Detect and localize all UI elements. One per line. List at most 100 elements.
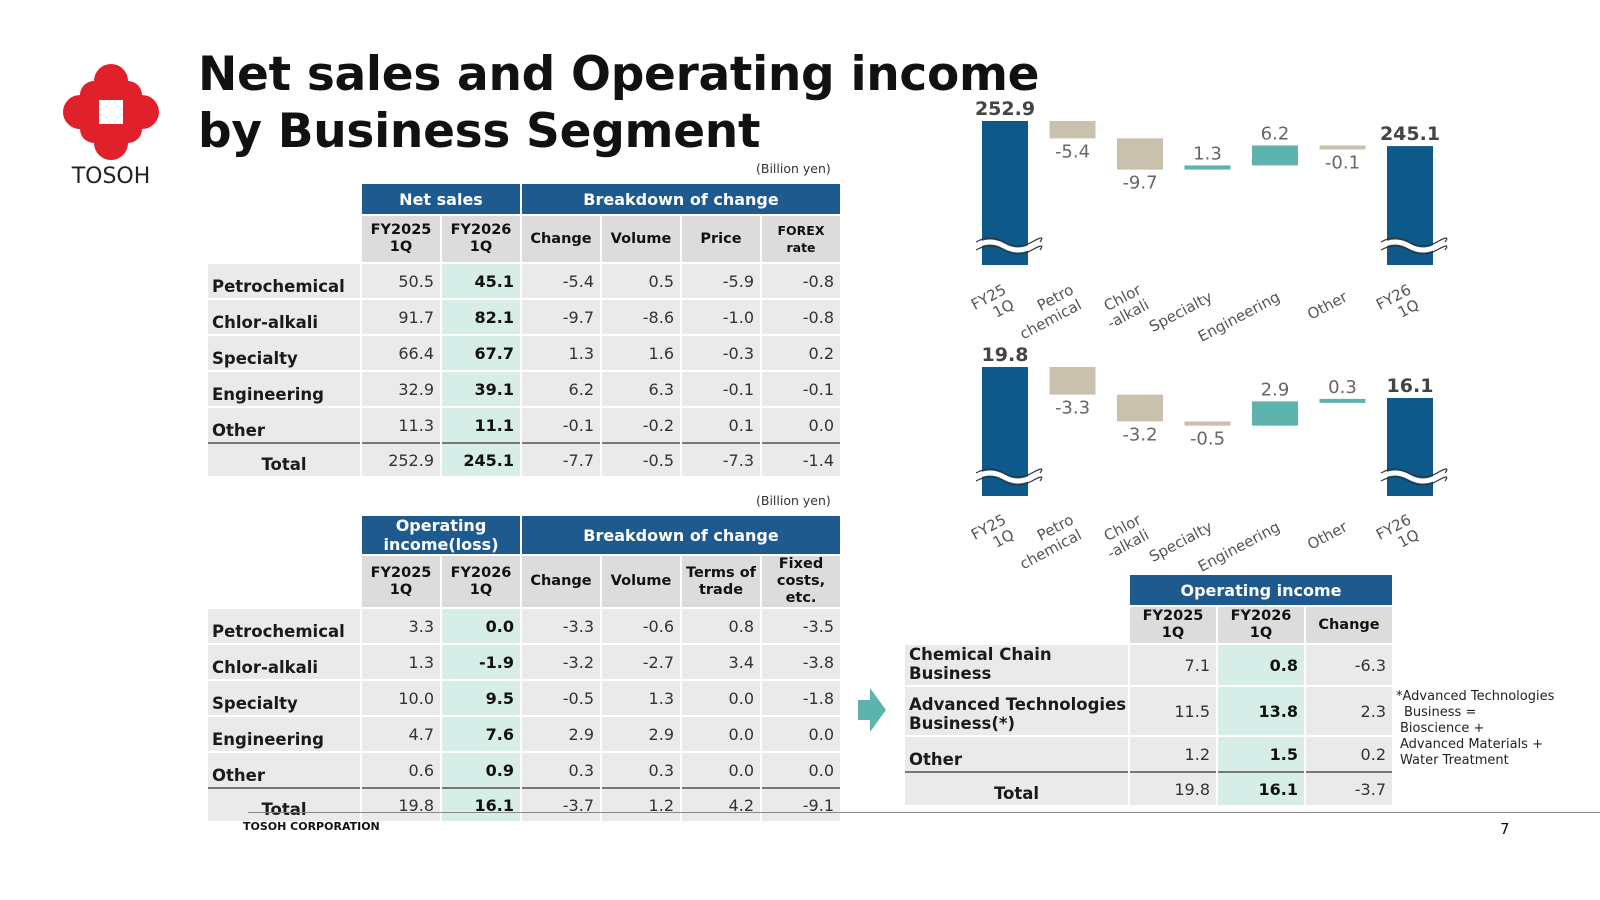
cell-fy2025: 50.5 (362, 264, 440, 298)
cell-fy2025: 11.5 (1130, 687, 1216, 735)
data-label: 245.1 (1380, 123, 1440, 145)
data-label: -3.2 (1122, 424, 1157, 445)
waterfall-bar (1184, 165, 1231, 170)
axis-break-line (975, 476, 1043, 486)
cell-fy2025: 0.6 (362, 753, 440, 787)
col-header-fy2025: FY2025 1Q (362, 216, 440, 262)
cell-fy2026: 1.5 (1218, 737, 1304, 771)
col-header-fy2026: FY2026 1Q (442, 556, 520, 607)
axis-break-line (1380, 245, 1448, 255)
category-label: Petrochemical (1017, 511, 1085, 574)
cell-fy2026: 0.9 (442, 753, 520, 787)
arrow-right-icon (858, 688, 886, 732)
business-op-income-table: Operating income FY2025 1Q FY2026 1Q Chang… (903, 575, 1394, 805)
row-label-other: Other (905, 737, 1128, 771)
cell-change: -5.4 (522, 264, 600, 298)
cell-breakdown-1: -0.6 (602, 609, 680, 643)
cell-change: -7.7 (522, 442, 600, 476)
data-label: 1.3 (1193, 143, 1222, 164)
col-header-change: Change (522, 556, 600, 607)
row-label: Petrochemical (208, 609, 360, 643)
unit-label-net-sales: (Billion yen) (756, 161, 831, 176)
cell-breakdown-3: -3.5 (762, 609, 840, 643)
cell-fy2026: 39.1 (442, 372, 520, 406)
data-label: -5.4 (1055, 141, 1090, 162)
cell-change: -6.3 (1306, 645, 1392, 685)
cell-breakdown-2: -1.0 (682, 300, 760, 334)
cell-fy2025: 32.9 (362, 372, 440, 406)
page-title-line-1: Net sales and Operating income (198, 47, 1040, 102)
cell-fy2026: 0.8 (1218, 645, 1304, 685)
cell-breakdown-1: 6.3 (602, 372, 680, 406)
cell-breakdown-1: 0.3 (602, 753, 680, 787)
row-label-chemical-chain: Chemical Chain Business (905, 645, 1128, 685)
axis-break-mark (1379, 470, 1450, 484)
cell-fy2026: 45.1 (442, 264, 520, 298)
cell-breakdown-3: 0.2 (762, 336, 840, 370)
col-header-change: Change (1306, 607, 1392, 643)
page-title: Net sales and Operating income by Busine… (198, 46, 1040, 160)
waterfall-bar (1319, 145, 1366, 150)
data-label: -3.3 (1055, 398, 1090, 419)
col-header-change: Change (522, 216, 600, 262)
cell-fy2025: 4.7 (362, 717, 440, 751)
row-label: Chlor-alkali (208, 300, 360, 334)
cell-breakdown-1: -0.5 (602, 442, 680, 476)
row-label-total: Total (905, 771, 1128, 805)
waterfall-bar (1319, 398, 1366, 403)
data-label: 6.2 (1261, 123, 1290, 144)
row-label: Engineering (208, 372, 360, 406)
cell-breakdown-1: 1.3 (602, 681, 680, 715)
col-header-volume: Volume (602, 556, 680, 607)
cell-breakdown-2: -0.3 (682, 336, 760, 370)
cell-fy2026: 0.0 (442, 609, 520, 643)
op-income-table: Operating income(loss) Breakdown of chan… (206, 516, 842, 821)
axis-break-line (975, 237, 1043, 247)
cell-change: -3.2 (522, 645, 600, 679)
data-label: 2.9 (1261, 379, 1290, 400)
cell-fy2025: 3.3 (362, 609, 440, 643)
axis-break-line (1380, 237, 1448, 247)
cell-breakdown-2: 4.2 (682, 787, 760, 821)
cell-fy2026: 11.1 (442, 408, 520, 442)
row-label: Other (208, 753, 360, 787)
axis-break-line (975, 245, 1043, 255)
cell-breakdown-3: -1.8 (762, 681, 840, 715)
page-number: 7 (1500, 820, 1510, 838)
waterfall-bar (1252, 401, 1298, 426)
axis-break-line (1380, 468, 1448, 478)
row-label-advanced-technologies: Advanced Technologies Business(*) (905, 687, 1128, 735)
cell-fy2026: 16.1 (1218, 771, 1304, 805)
cell-change: 6.2 (522, 372, 600, 406)
col-header-terms-of-trade: Terms of trade (682, 556, 760, 607)
footer-company: TOSOH CORPORATION (243, 820, 380, 833)
col-header-fy2026: FY2026 1Q (1218, 607, 1304, 643)
logo-text: TOSOH (71, 164, 151, 189)
col-header-volume: Volume (602, 216, 680, 262)
cell-breakdown-3: 0.0 (762, 717, 840, 751)
cell-breakdown-3: 0.0 (762, 408, 840, 442)
row-label: Specialty (208, 336, 360, 370)
cell-breakdown-1: -8.6 (602, 300, 680, 334)
cell-fy2025: 7.1 (1130, 645, 1216, 685)
cell-breakdown-1: -2.7 (602, 645, 680, 679)
cell-breakdown-2: 0.1 (682, 408, 760, 442)
cell-change: -0.5 (522, 681, 600, 715)
footnote-line: Advanced Materials + (1400, 737, 1543, 752)
cell-breakdown-1: 1.2 (602, 787, 680, 821)
footnote: *Advanced Technologies Business = Biosci… (1396, 689, 1554, 769)
net-sales-breakdown-header: Breakdown of change (522, 184, 840, 214)
waterfall-bar (1117, 138, 1163, 170)
col-header-fixed-costs: Fixed costs, etc. (762, 556, 840, 607)
axis-break-mark (974, 239, 1045, 253)
cell-fy2026: 16.1 (442, 787, 520, 821)
col-header-forex: FOREX rate (762, 216, 840, 262)
cell-breakdown-2: 0.0 (682, 753, 760, 787)
row-label: Other (208, 408, 360, 442)
row-label: Petrochemical (208, 264, 360, 298)
cell-fy2025: 1.3 (362, 645, 440, 679)
business-group-header: Operating income (1130, 575, 1392, 605)
waterfall-bar (1049, 121, 1096, 139)
data-label: -0.5 (1190, 429, 1225, 450)
